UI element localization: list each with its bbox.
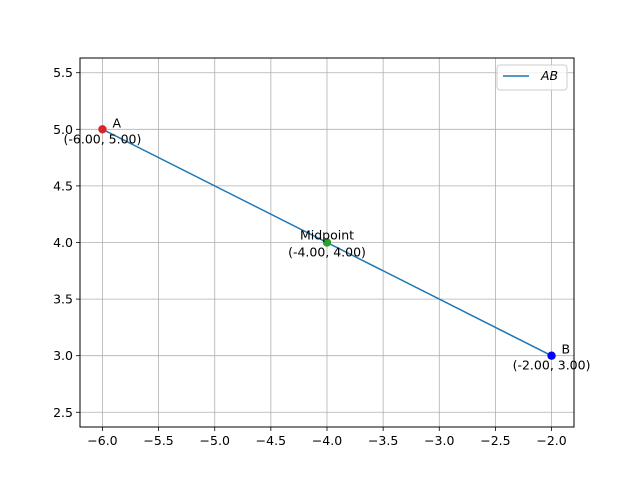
- point-marker: [322, 238, 332, 247]
- point-marker: [547, 351, 556, 360]
- y-tick-label: 5.0: [53, 122, 73, 137]
- legend: AB: [496, 64, 568, 91]
- x-tick-label: −4.5: [256, 433, 286, 448]
- y-tick-label: 5.5: [53, 65, 73, 80]
- point-coordinate-label: (-2.00, 3.00): [513, 358, 591, 373]
- point-label: A: [112, 115, 121, 130]
- x-tick-label: −5.5: [143, 433, 173, 448]
- legend-label: AB: [540, 68, 558, 83]
- x-tick-label: −6.0: [87, 433, 117, 448]
- point-label: Midpoint: [300, 228, 354, 243]
- point-label: B: [562, 342, 571, 357]
- x-tick-label: −3.5: [368, 433, 398, 448]
- y-tick-label: 3.0: [53, 348, 73, 363]
- x-tick-label: −5.0: [200, 433, 230, 448]
- y-tick-label: 4.5: [53, 178, 73, 193]
- x-tick-label: −3.0: [424, 433, 454, 448]
- point-coordinate-label: (-4.00, 4.00): [288, 245, 366, 260]
- ticks-layer: −6.0 −5.5 −5.0 −4.5 −4.0 −3.5 −3.0 −2.5 −2.0 2.5 3…: [53, 65, 567, 448]
- legend-box: [496, 64, 568, 91]
- x-tick-label: −2.5: [480, 433, 510, 448]
- points-layer: A(-6.00, 5.00) Midpoint (-4.00, 4.00) B(-2.…: [64, 115, 591, 372]
- point-marker: [98, 125, 107, 134]
- x-tick-label: −2.0: [536, 433, 566, 448]
- point-coordinate-label: (-6.00, 5.00): [64, 131, 142, 146]
- x-tick-label: −4.0: [312, 433, 342, 448]
- y-tick-label: 4.0: [53, 235, 73, 250]
- y-tick-label: 3.5: [53, 292, 73, 307]
- y-tick-label: 2.5: [53, 405, 73, 420]
